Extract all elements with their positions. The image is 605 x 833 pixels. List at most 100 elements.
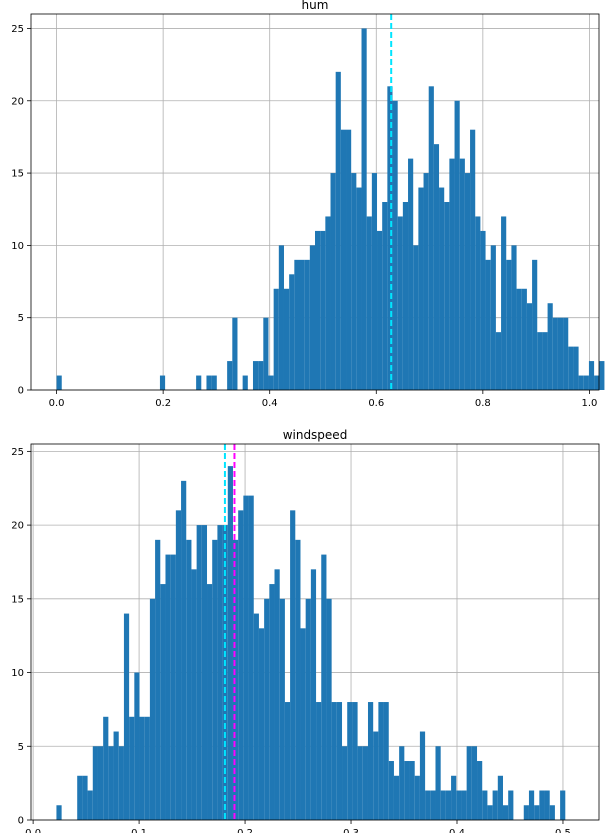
histogram-bar: [149, 598, 156, 820]
histogram-bar: [588, 361, 595, 390]
histogram-bar: [402, 202, 409, 390]
histogram-bar: [113, 731, 119, 820]
histogram-bar: [181, 480, 187, 820]
histogram-bar: [357, 746, 363, 820]
plot-frame: [30, 443, 600, 821]
histogram-bar: [433, 144, 440, 390]
histogram-bar: [445, 790, 452, 820]
histogram-bar: [305, 598, 311, 820]
histogram-bar: [336, 702, 343, 820]
histogram-bar: [206, 375, 212, 390]
y-tick-label: 20: [11, 521, 24, 532]
histogram-bar: [242, 375, 248, 390]
x-tick-label: 0.8: [475, 398, 491, 409]
histogram-bar: [418, 187, 424, 390]
histogram-bar: [159, 375, 166, 390]
histogram-bar: [393, 775, 400, 820]
histogram-bar: [356, 187, 362, 390]
histogram-bar: [87, 790, 93, 820]
histogram-bar: [77, 775, 83, 820]
histogram-bar: [201, 525, 208, 820]
histogram-bar: [397, 216, 403, 390]
histogram-bar: [191, 569, 197, 820]
y-tick-label: 15: [11, 594, 24, 605]
histogram-bar: [160, 584, 166, 820]
histogram-bar: [212, 539, 218, 820]
histogram-bar: [508, 790, 514, 820]
histogram-bar: [366, 216, 372, 390]
histogram-bar: [294, 259, 300, 390]
y-tick-label: 0: [18, 386, 24, 397]
histogram-bar: [528, 790, 535, 820]
histogram-bar: [310, 569, 317, 820]
histogram-bar: [82, 775, 88, 820]
histogram-bar: [283, 288, 290, 390]
histogram-bar: [373, 731, 379, 820]
histogram-bar: [404, 761, 410, 820]
histogram-bar: [423, 173, 429, 390]
histogram-bar: [139, 716, 145, 820]
histogram-bar: [279, 598, 285, 820]
histogram-bar: [449, 158, 455, 390]
histogram-bar: [165, 554, 171, 820]
histogram-bar: [490, 245, 496, 390]
histogram-bar: [227, 466, 233, 820]
histogram-bar: [300, 628, 306, 820]
histogram-bar: [347, 702, 353, 820]
histogram-bar: [263, 317, 269, 390]
histogram-bar: [409, 761, 415, 820]
histogram-bar: [361, 28, 367, 390]
histogram-bar: [207, 584, 213, 820]
histogram-bar: [440, 790, 446, 820]
x-tick-label: 0.2: [237, 828, 253, 833]
histogram-bar: [97, 746, 104, 820]
x-tick-label: 0.4: [262, 398, 278, 409]
histogram-bar: [232, 317, 238, 390]
histogram-bar: [269, 584, 275, 820]
histogram-bar: [383, 702, 389, 820]
histogram-bar: [284, 702, 291, 820]
histogram-bar: [108, 746, 114, 820]
histogram-bar: [378, 702, 384, 820]
histogram-bar: [278, 245, 284, 390]
histogram-bar: [477, 761, 483, 820]
histogram-bar: [170, 554, 176, 820]
x-tick-label: 0.0: [25, 828, 41, 833]
histogram-bar: [430, 790, 436, 820]
histogram-bar: [309, 245, 315, 390]
histogram-bar: [425, 790, 431, 820]
histogram-bar: [573, 346, 579, 390]
histogram-bar: [568, 346, 574, 390]
histogram-bar: [388, 761, 394, 820]
histogram-bar: [144, 716, 150, 820]
histogram-bar: [304, 259, 310, 390]
histogram-bar: [523, 805, 529, 820]
y-tick-label: 15: [11, 169, 24, 180]
bars: [56, 28, 605, 391]
histogram-bar: [495, 332, 502, 390]
histogram-bar: [248, 495, 254, 820]
histogram-bar: [56, 805, 62, 820]
histogram-bar: [252, 361, 259, 390]
y-tick-label: 25: [11, 447, 24, 458]
histogram-bar: [506, 259, 512, 390]
histogram-bar: [186, 539, 192, 820]
histogram-bar: [485, 259, 491, 390]
histogram-bar: [492, 790, 498, 820]
chart-title: windspeed: [283, 428, 348, 442]
histogram-bar: [414, 775, 420, 820]
histogram-bar: [123, 613, 130, 820]
histogram-bar: [526, 303, 533, 390]
histogram-bar: [549, 805, 555, 820]
histogram-bar: [534, 805, 540, 820]
y-tick-label: 10: [11, 668, 24, 679]
histogram-bar: [330, 173, 336, 390]
histogram-bar: [335, 71, 341, 390]
histogram-bar: [464, 173, 471, 390]
histogram-bar: [480, 230, 486, 390]
histogram-bar: [542, 332, 548, 390]
histogram-bar: [227, 361, 233, 390]
histogram-bar: [196, 525, 202, 820]
histogram-bar: [459, 158, 465, 390]
histogram-bar: [342, 746, 348, 820]
